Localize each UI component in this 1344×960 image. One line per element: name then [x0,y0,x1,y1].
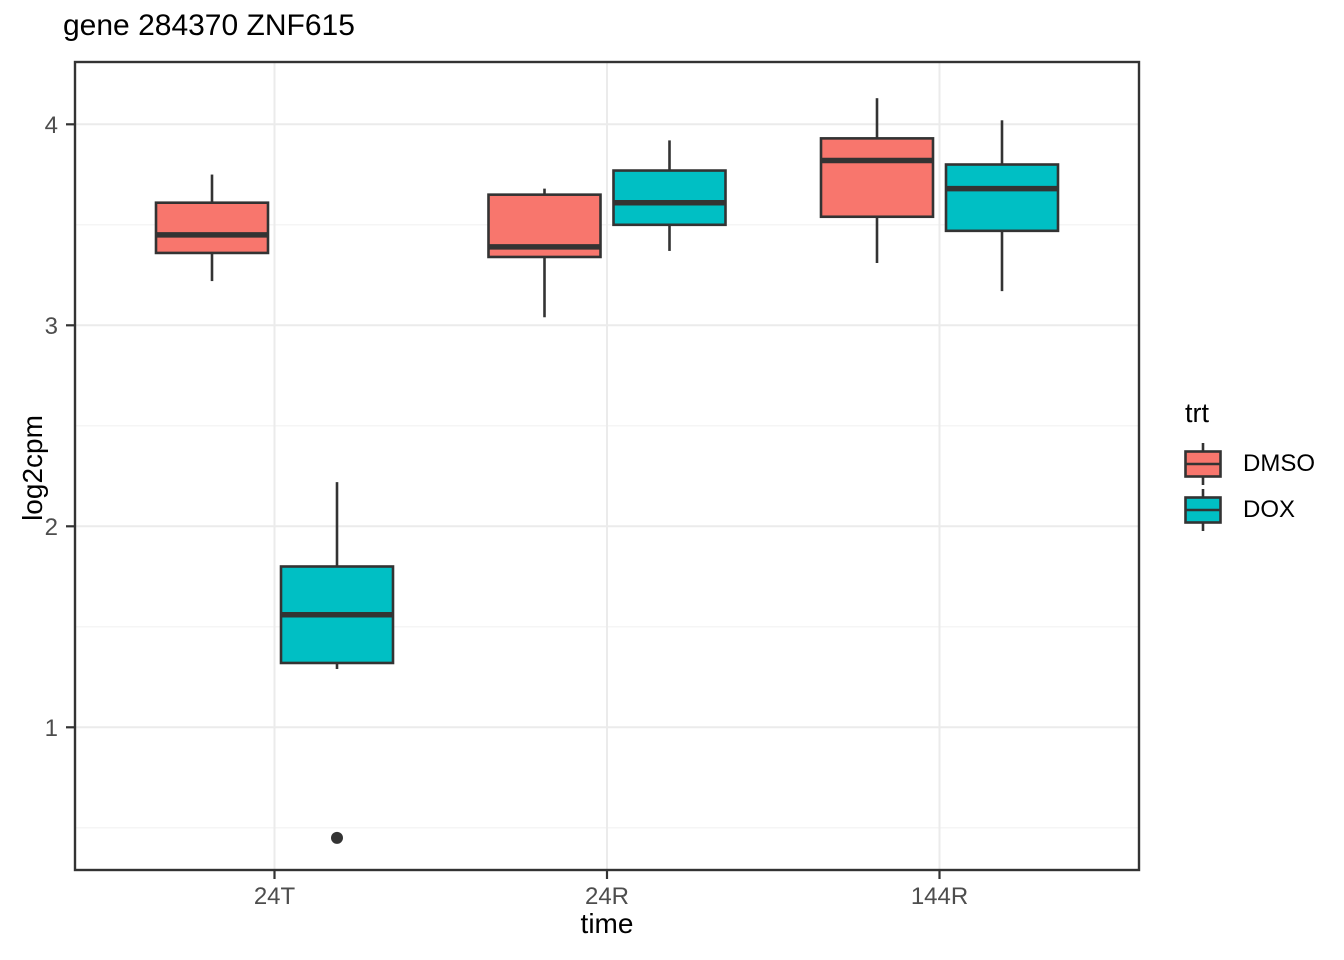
y-tick-label: 4 [45,112,58,139]
y-tick-label: 1 [45,715,58,742]
box-DOX-24R [612,169,727,227]
x-tick-label: 24R [585,883,629,910]
legend-title: trt [1185,398,1209,428]
box-DOX-144R [944,163,1060,233]
x-tick-label: 144R [911,883,968,910]
box-DMSO-24T [154,201,270,255]
legend-label-dox: DOX [1243,496,1296,523]
x-tick-label: 24T [254,883,296,910]
plot-title: gene 284370 ZNF615 [63,9,355,42]
box-DMSO-144R [819,137,935,219]
outlier-point-DOX-24T [331,831,343,844]
legend-entry-dmso: DMSO [1183,441,1315,487]
legend-entry-dox: DOX [1183,487,1315,533]
boxplot-key-icon [1184,443,1222,485]
legend: trt DMSO DOX [1183,398,1315,533]
x-axis-title: time [580,908,634,939]
legend-label-dmso: DMSO [1243,450,1315,477]
boxplot-key-icon [1184,489,1222,531]
y-tick-label: 3 [45,313,58,340]
y-tick-label: 2 [45,514,58,541]
y-axis-title: log2cpm [17,415,48,521]
